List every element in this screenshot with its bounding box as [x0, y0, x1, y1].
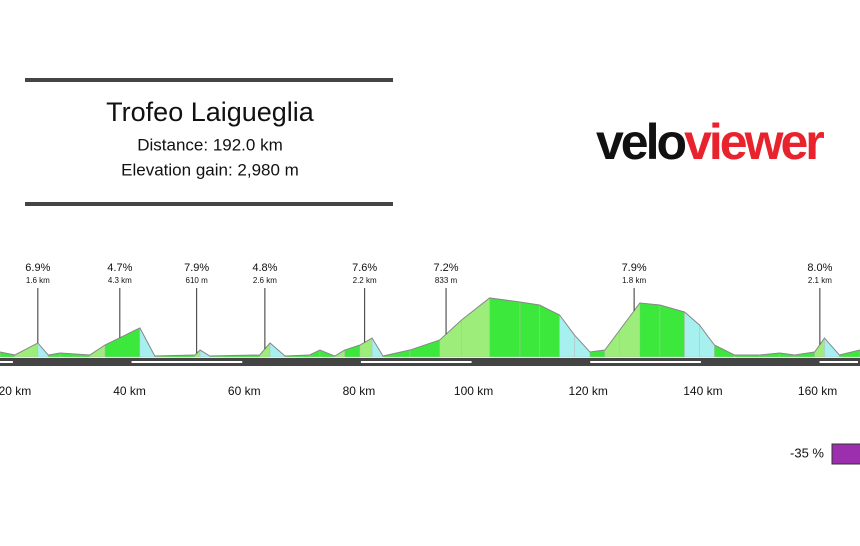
logo: veloviewer	[596, 114, 824, 170]
x-tick-label: 40 km	[113, 384, 146, 398]
profile-segment	[359, 337, 373, 358]
profile-segment	[619, 302, 641, 358]
legend-label: -35 %	[790, 445, 824, 460]
climb-length: 2.1 km	[808, 276, 832, 285]
climb-length: 1.8 km	[622, 276, 646, 285]
profile-segment	[574, 334, 591, 358]
climb-length: 2.6 km	[253, 276, 277, 285]
profile-segment	[659, 304, 685, 358]
climb-length: 2.2 km	[353, 276, 377, 285]
profile-segment	[604, 329, 621, 358]
profile-segment	[539, 304, 560, 358]
profile-segment	[344, 344, 361, 358]
climb-grade: 4.8%	[252, 262, 277, 274]
profile-segment	[559, 314, 575, 358]
x-tick-label: 160 km	[798, 384, 837, 398]
profile-line	[0, 297, 860, 357]
climb-grade: 7.9%	[622, 262, 647, 274]
climb-grade: 7.2%	[434, 262, 459, 274]
climb-length: 4.3 km	[108, 276, 132, 285]
axis-dash	[360, 361, 472, 363]
climb-grade: 4.7%	[107, 262, 132, 274]
axis-dash	[131, 361, 243, 363]
profile-segment	[639, 302, 661, 358]
distance: Distance: 192.0 km	[137, 135, 283, 154]
profile-segment	[699, 324, 715, 358]
profile-segment	[439, 319, 462, 358]
climb-grade: 8.0%	[807, 262, 832, 274]
x-tick-label: 20 km	[0, 384, 31, 398]
elevation-gain: Elevation gain: 2,980 m	[121, 160, 299, 179]
x-tick-label: 60 km	[228, 384, 261, 398]
axis-dash	[0, 361, 13, 363]
logo-part: velo	[596, 114, 686, 170]
x-tick-label: 120 km	[569, 384, 608, 398]
x-tick-label: 100 km	[454, 384, 493, 398]
climb-length: 833 m	[435, 276, 458, 285]
climb-grade: 6.9%	[25, 262, 50, 274]
profile-segment	[461, 297, 490, 358]
climb-grade: 7.6%	[352, 262, 377, 274]
climb-grade: 7.9%	[184, 262, 209, 274]
logo-part: viewer	[684, 114, 824, 170]
x-tick-label: 140 km	[683, 384, 722, 398]
climb-length: 1.6 km	[26, 276, 50, 285]
profile-segment	[489, 297, 521, 358]
plot: 20 km 40 km 60 km 80 km 100 km 120 km 140 km 16…	[0, 262, 860, 465]
axis-dash	[819, 361, 858, 363]
legend-swatch	[831, 443, 860, 465]
x-tick-label: 80 km	[343, 384, 376, 398]
title: Trofeo Laigueglia	[106, 97, 315, 127]
profile-segment	[519, 301, 540, 358]
climb-length: 610 m	[186, 276, 209, 285]
axis-dash	[590, 361, 701, 363]
